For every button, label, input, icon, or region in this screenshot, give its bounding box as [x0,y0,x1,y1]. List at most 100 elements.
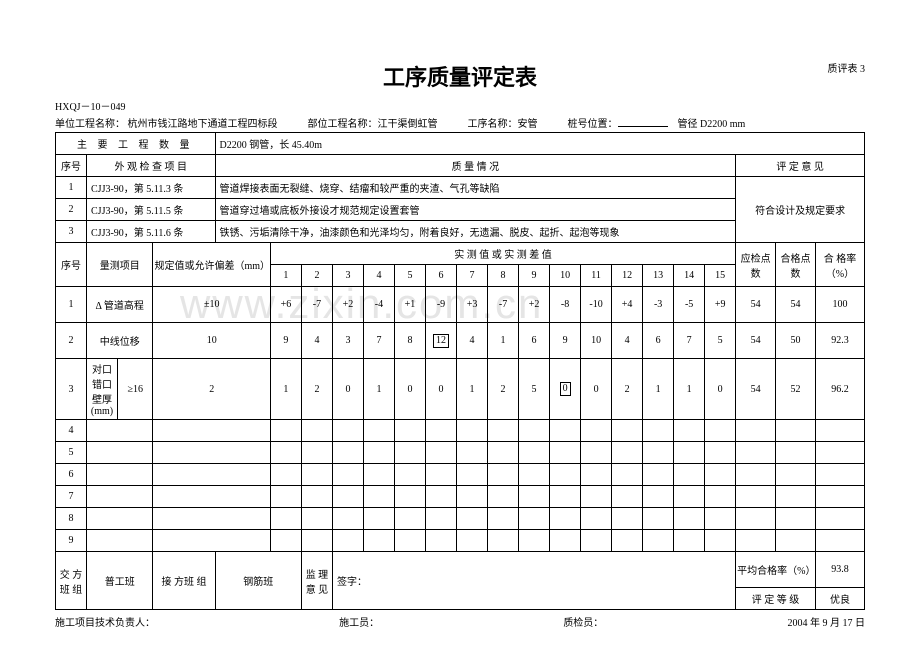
cell: 6 [56,464,87,486]
cell [332,486,363,508]
cell: 92.3 [815,323,864,359]
cell: 5 [56,442,87,464]
cell [270,420,301,442]
cell: 钢筋班 [215,552,301,610]
cell: 2 [301,359,332,420]
cell: -4 [363,287,394,323]
cell [612,486,643,508]
cell [705,464,736,486]
cell: -7 [301,287,332,323]
cell [612,508,643,530]
cell [705,420,736,442]
cell [581,420,612,442]
cell [519,420,550,442]
cell [519,464,550,486]
unit-value: 杭州市钱江路地下通道工程四标段 [128,119,278,130]
cell: +3 [457,287,488,323]
cell [488,530,519,552]
cell [643,420,674,442]
cell [612,442,643,464]
cell: 3 [332,265,363,287]
cell: 9 [270,323,301,359]
meta-row: 单位工程名称： 杭州市钱江路地下通道工程四标段 部位工程名称：江干渠倒虹管 工序… [55,115,865,130]
cell [488,464,519,486]
cell: 铁锈、污垢清除干净，油漆颜色和光泽均匀，附着良好，无遗漏、脱皮、起折、起泡等现象 [215,221,736,243]
cell: 评 定 等 级 [736,588,816,610]
footer-row: 施工项目技术负责人： 施工员： 质检员： 2004 年 9 月 17 日 [55,614,865,629]
cell: 6 [643,323,674,359]
cell [736,464,776,486]
cell: 合 格率（%） [815,243,864,287]
cell [270,508,301,530]
cell: 6 [426,265,457,287]
cell [394,442,425,464]
part-label: 部位工程名称： [308,119,378,130]
cell [426,530,457,552]
cell: 5 [705,323,736,359]
footer-mid2: 质检员： [563,614,603,629]
cell [363,464,394,486]
cell [87,420,153,442]
cell [550,530,581,552]
footer-left: 施工项目技术负责人： [55,614,155,629]
dia-label: 管径 [678,119,698,130]
cell [394,508,425,530]
cell [457,464,488,486]
cell [736,530,776,552]
cell: 3 [332,323,363,359]
cell [776,420,816,442]
cell [270,442,301,464]
cell: 54 [736,323,776,359]
cell [363,530,394,552]
form-code: 质评表 3 [828,60,866,75]
cell: 10 [153,323,270,359]
cell [332,530,363,552]
cell [581,486,612,508]
cell [736,420,776,442]
cell: 15 [705,265,736,287]
cell [612,464,643,486]
cell [736,486,776,508]
cell [426,420,457,442]
cell [363,442,394,464]
cell [674,442,705,464]
cell: 4 [457,323,488,359]
cell [394,464,425,486]
cell [705,508,736,530]
cell [705,530,736,552]
cell: 2 [612,359,643,420]
cell: 0 [332,359,363,420]
cell [776,530,816,552]
cell [457,508,488,530]
cell [301,508,332,530]
cell: 93.8 [815,552,864,588]
cell: 6 [519,323,550,359]
cell: -9 [426,287,457,323]
cell: 1 [674,359,705,420]
cell: -10 [581,287,612,323]
cell [612,530,643,552]
cell [87,486,153,508]
cell: D2200 钢管，长 45.40m [215,133,864,155]
title-row: 工序质量评定表 质评表 3 [55,60,865,92]
cell: -5 [674,287,705,323]
cell [332,442,363,464]
cell: 10 [550,265,581,287]
cell: 7 [363,323,394,359]
cell: CJJ3-90，第 5.11.3 条 [87,177,216,199]
cell [332,420,363,442]
cell [301,420,332,442]
cell: 11 [581,265,612,287]
cell: ±10 [153,287,270,323]
cell [519,530,550,552]
cell [581,508,612,530]
cell: 50 [776,323,816,359]
cell: 2 [153,359,270,420]
cell [87,442,153,464]
cell: 7 [674,323,705,359]
cell [426,508,457,530]
cell: 符合设计及规定要求 [736,177,865,243]
cell: 9 [550,323,581,359]
cell: 14 [674,265,705,287]
cell [674,464,705,486]
